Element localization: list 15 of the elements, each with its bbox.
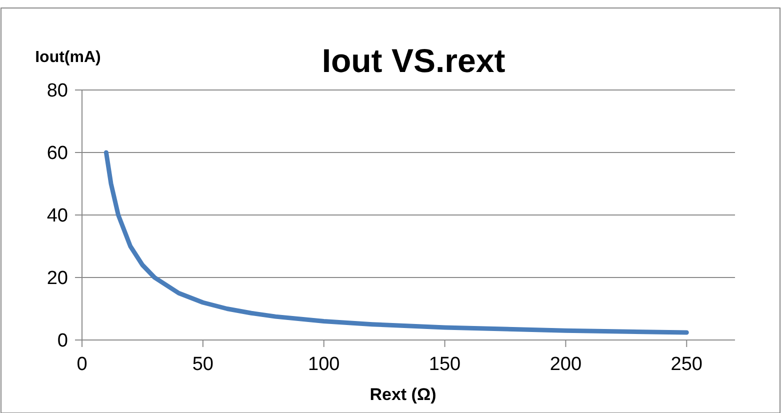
y-tick-label: 0 bbox=[57, 330, 68, 352]
line-series bbox=[104, 150, 689, 335]
x-tick-label: 250 bbox=[670, 354, 702, 375]
x-tick-label: 200 bbox=[550, 354, 582, 375]
y-tick-label: 40 bbox=[46, 206, 68, 227]
x-tick-label: 100 bbox=[308, 354, 340, 375]
x-tick-label: 0 bbox=[76, 354, 88, 375]
y-tick-label: 20 bbox=[46, 268, 68, 290]
y-axis-title: Iout(mA) bbox=[35, 49, 101, 66]
y-tick-label: 80 bbox=[46, 80, 68, 102]
x-tick-label: 150 bbox=[428, 354, 461, 375]
x-tick-label: 50 bbox=[192, 354, 214, 375]
y-tick-label: 60 bbox=[46, 143, 68, 164]
chart-title: Iout VS.rext bbox=[322, 42, 506, 79]
x-axis-title: Rext (Ω) bbox=[370, 385, 436, 404]
